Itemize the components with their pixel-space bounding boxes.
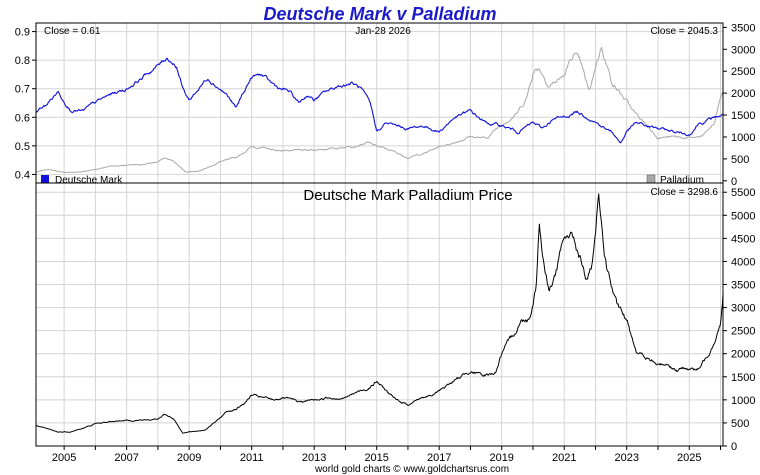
palladium-line: [35, 46, 724, 173]
bottom-right-tick-label: 500: [731, 418, 749, 430]
deutsche-mark-series-group: [35, 57, 724, 144]
dm-legend-swatch: [41, 175, 49, 183]
bottom-right-axis: 0 500 1000 1500 2000 2500 3000 3500 4000 4500 5000…: [723, 187, 755, 453]
x-tick-label: 2021: [552, 452, 576, 464]
palladium-legend-label: Palladium: [660, 175, 704, 186]
bottom-right-tick-label: 3000: [731, 303, 755, 315]
bottom-right-tick-label: 5000: [731, 210, 755, 222]
x-tick-label: 2005: [52, 452, 76, 464]
date-label: Jan-28 2026: [355, 26, 411, 37]
top-panel-grid: [36, 23, 723, 183]
bottom-right-tick-label: 4000: [731, 256, 755, 268]
x-tick-label: 2015: [364, 452, 388, 464]
x-tick-label: 2019: [489, 452, 513, 464]
x-tick-label: 2013: [302, 452, 326, 464]
x-tick-label: 2011: [240, 452, 264, 464]
palladium-legend-swatch: [646, 174, 656, 184]
x-tick-label: 2017: [427, 452, 451, 464]
bottom-panel-title: Deutsche Mark Palladium Price: [303, 187, 512, 204]
x-tick-label: 2009: [177, 452, 201, 464]
top-right-tick-label: 3500: [731, 22, 755, 34]
top-right-tick-label: 1000: [731, 132, 755, 144]
palladium-series-group: [35, 46, 724, 173]
top-right-axis: 0 500 1000 1500 2000 2500 3000 3500: [723, 22, 755, 188]
deutsche-mark-line: [35, 57, 724, 144]
x-tick-label: 2025: [677, 452, 701, 464]
bottom-panel-grid: [36, 183, 723, 447]
bottom-right-tick-label: 1500: [731, 372, 755, 384]
top-left-tick-label: 0.8: [15, 55, 30, 67]
bottom-right-tick-label: 1000: [731, 395, 755, 407]
palladium-close-label: Close = 2045.3: [650, 26, 718, 37]
x-axis: 2005 2007 2009 2011 2013 2015 2017 2019 2021 2023…: [52, 446, 721, 464]
bottom-right-tick-label: 3500: [731, 280, 755, 292]
top-left-tick-label: 0.7: [15, 84, 30, 96]
top-right-tick-label: 0: [731, 176, 737, 188]
top-right-tick-label: 1500: [731, 110, 755, 122]
x-tick-label: 2007: [114, 452, 138, 464]
top-left-tick-label: 0.9: [15, 27, 30, 39]
top-left-tick-label: 0.4: [15, 169, 30, 181]
footer-credit: world gold charts © www.goldchartsrus.co…: [314, 464, 509, 475]
top-right-tick-label: 3000: [731, 44, 755, 56]
bottom-right-tick-label: 4500: [731, 233, 755, 245]
price-series-group: [35, 193, 724, 434]
bottom-panel-frame: [35, 182, 724, 447]
dm-legend-label: Deutsche Mark: [55, 175, 123, 186]
top-right-tick-label: 2000: [731, 88, 755, 100]
chart-title: Deutsche Mark v Palladium: [263, 4, 496, 24]
top-left-tick-label: 0.6: [15, 112, 30, 124]
bottom-right-tick-label: 2000: [731, 349, 755, 361]
top-left-axis: 0.4 0.5 0.6 0.7 0.8 0.9: [15, 27, 36, 181]
price-close-label: Close = 3298.6: [650, 187, 718, 198]
top-right-tick-label: 2500: [731, 66, 755, 78]
bottom-right-tick-label: 5500: [731, 187, 755, 199]
x-tick-label: 2023: [614, 452, 638, 464]
top-left-tick-label: 0.5: [15, 141, 30, 153]
top-right-tick-label: 500: [731, 154, 749, 166]
price-line: [35, 193, 724, 434]
bottom-right-tick-label: 2500: [731, 326, 755, 338]
dm-close-label: Close = 0.61: [44, 26, 101, 37]
bottom-right-tick-label: 0: [731, 441, 737, 453]
